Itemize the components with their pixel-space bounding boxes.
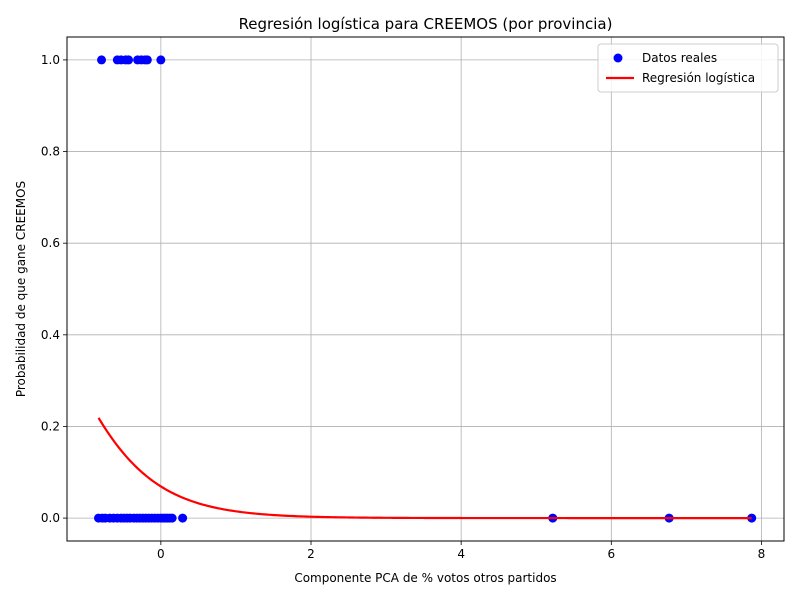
axis-ticks: 0 2 4 6 8 0.0 0.2 0.4 0.6 0.8 1.0 bbox=[41, 53, 765, 561]
data-point bbox=[156, 55, 166, 65]
plot-frame bbox=[66, 36, 785, 542]
y-tick-label: 0.4 bbox=[41, 328, 60, 342]
x-tick-label: 2 bbox=[307, 547, 315, 561]
legend-label-line: Regresión logística bbox=[642, 71, 755, 85]
legend-box bbox=[597, 43, 779, 93]
x-tick-label: 4 bbox=[457, 547, 465, 561]
x-tick-label: 0 bbox=[157, 547, 165, 561]
data-point bbox=[124, 55, 134, 65]
data-point bbox=[142, 55, 152, 65]
regression-curve bbox=[97, 417, 752, 520]
y-tick-label: 0.6 bbox=[41, 236, 60, 250]
legend-label-scatter: Datos reales bbox=[642, 51, 717, 65]
data-point bbox=[178, 513, 188, 523]
x-tick-label: 8 bbox=[758, 547, 766, 561]
y-tick-label: 0.2 bbox=[41, 419, 60, 433]
chart-title: Regresión logística para CREEMOS (por pr… bbox=[239, 15, 613, 33]
x-axis-title: Componente PCA de % votos otros partidos bbox=[294, 571, 556, 585]
y-tick-label: 0.0 bbox=[41, 511, 60, 525]
data-point bbox=[97, 55, 107, 65]
y-axis-title: Probabilidad de que gane CREEMOS bbox=[14, 181, 28, 397]
y-tick-label: 1.0 bbox=[41, 53, 60, 67]
legend-marker-scatter bbox=[613, 53, 623, 63]
legend: Datos reales Regresión logística bbox=[597, 43, 779, 93]
x-tick-label: 6 bbox=[607, 547, 615, 561]
y-tick-label: 0.8 bbox=[41, 145, 60, 159]
plot-series bbox=[94, 55, 757, 523]
data-point bbox=[167, 513, 177, 523]
